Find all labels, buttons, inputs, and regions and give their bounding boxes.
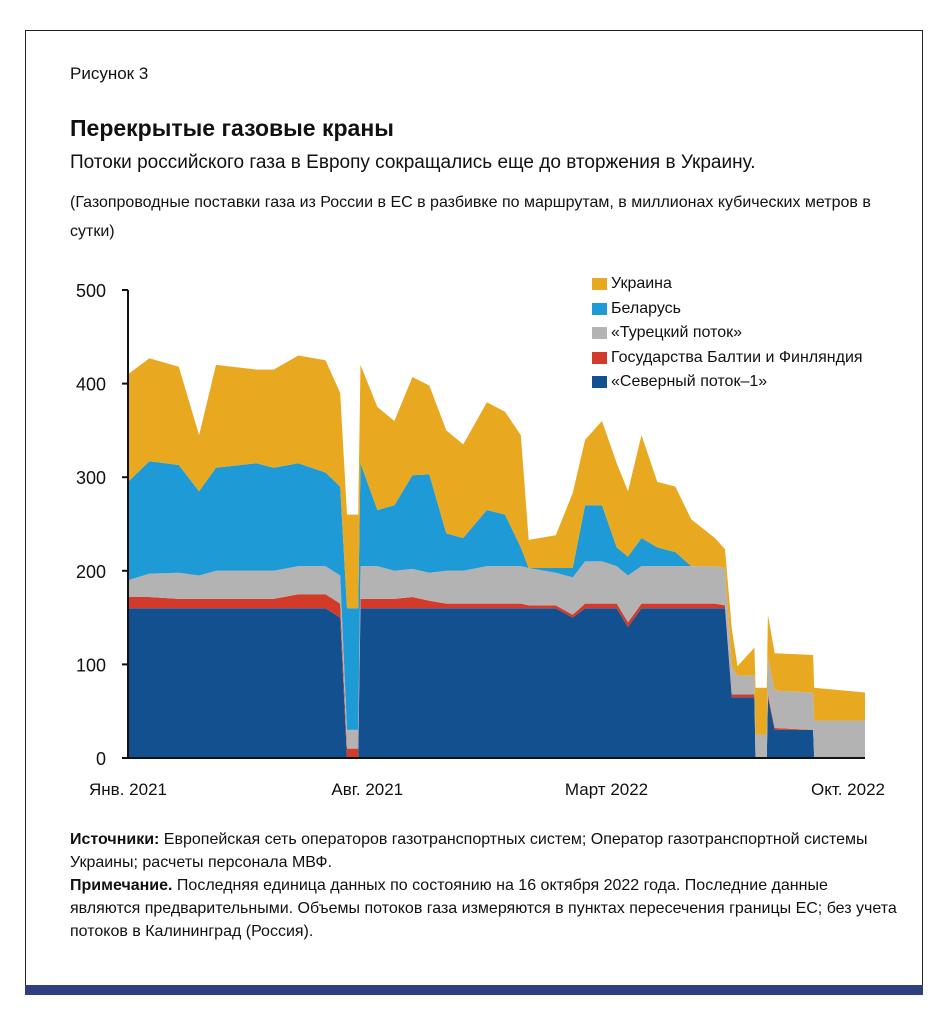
legend-swatch	[592, 351, 607, 364]
chart-description: (Газопроводные поставки газа из России в…	[70, 194, 871, 240]
legend-swatch	[592, 278, 607, 291]
y-tick-label: 100	[76, 655, 106, 675]
sources-label: Источники:	[70, 831, 160, 848]
legend-swatch	[592, 376, 607, 389]
legend-swatch	[592, 327, 607, 340]
x-tick-label: Янв. 2021	[89, 780, 167, 799]
y-tick-label: 500	[76, 281, 106, 301]
legend-item: «Северный поток–1»	[592, 370, 892, 395]
chart-title: Перекрытые газовые краны	[70, 115, 394, 141]
legend-item: Беларусь	[592, 297, 892, 322]
legend-item: Украина	[592, 272, 892, 297]
legend-item: Государства Балтии и Финляндия	[592, 346, 892, 371]
y-tick-label: 0	[96, 749, 106, 769]
y-tick-label: 200	[76, 562, 106, 582]
legend-label: Беларусь	[611, 299, 681, 317]
bottom-accent-bar	[25, 985, 923, 995]
legend-label: Украина	[611, 275, 672, 293]
chart-subtitle: Потоки российского газа в Европу сокраща…	[70, 152, 756, 173]
legend-swatch	[592, 302, 607, 315]
area-series-0	[128, 608, 865, 758]
legend-label: «Турецкий поток»	[611, 324, 743, 342]
chart-notes: Источники: Европейская сеть операторов г…	[70, 828, 900, 943]
area-series-3	[128, 461, 865, 735]
figure-label: Рисунок 3	[70, 64, 149, 83]
sources-text: Европейская сеть операторов газотранспор…	[70, 831, 868, 871]
legend-label: «Северный поток–1»	[611, 373, 768, 391]
y-tick-label: 400	[76, 375, 106, 395]
x-tick-label: Март 2022	[565, 780, 648, 799]
legend: Украина Беларусь «Турецкий поток» Государст…	[592, 272, 892, 395]
note-text: Последняя единица данных по состоянию на…	[70, 877, 897, 940]
y-tick-label: 300	[76, 468, 106, 488]
note-label: Примечание.	[70, 877, 173, 894]
area-series-4	[128, 355, 865, 735]
x-tick-label: Окт. 2022	[811, 780, 885, 799]
x-tick-label: Авг. 2021	[331, 780, 403, 799]
legend-label: Государства Балтии и Финляндия	[611, 348, 863, 366]
area-series-2	[128, 561, 865, 758]
legend-item: «Турецкий поток»	[592, 321, 892, 346]
